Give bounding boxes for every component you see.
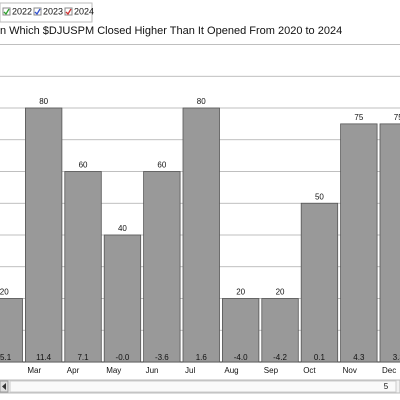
chart-title: n Which $DJUSPM Closed Higher Than It Op… [0, 25, 342, 37]
bar [340, 123, 378, 363]
legend-label: 2022 [12, 6, 32, 16]
average-label: 1.6 [196, 353, 208, 362]
legend-checkbox [64, 7, 73, 16]
bar [103, 234, 142, 363]
x-tick-label: Dec [382, 366, 396, 375]
x-tick-label: Aug [224, 366, 238, 375]
average-label: -4.2 [273, 353, 287, 362]
bar [64, 171, 102, 363]
value-label: 80 [39, 97, 48, 106]
x-tick-label: Mar [27, 366, 41, 375]
x-tick-label: Jun [146, 366, 159, 375]
value-label: 50 [315, 192, 324, 201]
bar [143, 171, 181, 363]
legend-check [34, 8, 41, 16]
average-label: -4.0 [234, 353, 248, 362]
x-tick-label: May [106, 366, 121, 375]
legend-checkbox [33, 7, 42, 16]
value-label: 20 [236, 288, 245, 297]
scroll-label: 5 [384, 382, 389, 391]
legend-check [3, 8, 10, 16]
average-label: 7.1 [77, 353, 89, 362]
bar [379, 123, 400, 363]
bar [261, 298, 299, 363]
value-label: 75 [354, 113, 363, 122]
average-label: 4.3 [353, 353, 365, 362]
legend-checkbox [2, 7, 11, 16]
bar [221, 298, 260, 363]
x-tick-label: Nov [343, 366, 357, 375]
average-label: 3.3 [393, 353, 400, 362]
x-tick-label: Oct [303, 366, 316, 375]
value-label: 20 [0, 288, 9, 297]
x-tick-label: Jul [185, 366, 195, 375]
average-label: -3.6 [155, 353, 169, 362]
average-label: -5.1 [0, 353, 12, 362]
x-tick-label: Apr [67, 366, 80, 375]
average-label: 11.4 [36, 353, 52, 362]
x-tick-label: Sep [264, 366, 279, 375]
legend-label: 2023 [43, 6, 63, 16]
value-label: 80 [197, 97, 206, 106]
scroll-thumb[interactable] [9, 380, 397, 393]
average-label: -0.0 [116, 353, 130, 362]
bar [0, 298, 23, 363]
average-label: 0.1 [314, 353, 326, 362]
value-label: 60 [79, 161, 88, 170]
legend-check [65, 8, 72, 16]
value-label: 60 [157, 161, 166, 170]
value-label: 40 [118, 224, 127, 233]
legend-label: 2024 [74, 6, 94, 16]
scroll-arrow [2, 383, 6, 390]
value-label: 20 [276, 288, 285, 297]
value-label: 75 [394, 113, 400, 122]
bar [182, 107, 220, 363]
bar [24, 107, 63, 363]
bar [300, 202, 339, 363]
